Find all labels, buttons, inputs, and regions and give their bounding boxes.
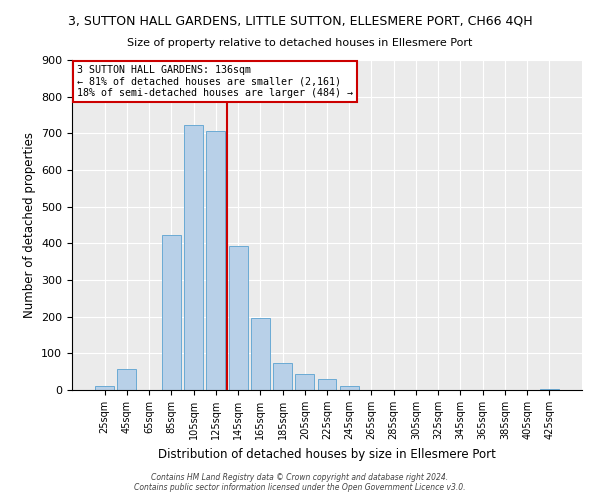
Bar [229, 246, 248, 390]
Bar [118, 368, 136, 390]
Text: 3 SUTTON HALL GARDENS: 136sqm
← 81% of detached houses are smaller (2,161)
18% o: 3 SUTTON HALL GARDENS: 136sqm ← 81% of d… [77, 65, 353, 98]
Text: Contains HM Land Registry data © Crown copyright and database right 2024.
Contai: Contains HM Land Registry data © Crown c… [134, 473, 466, 492]
Bar [273, 362, 292, 390]
Y-axis label: Number of detached properties: Number of detached properties [23, 132, 35, 318]
Bar [340, 386, 359, 390]
Bar [295, 374, 314, 390]
Bar [251, 318, 270, 390]
Bar [317, 380, 337, 390]
Text: Size of property relative to detached houses in Ellesmere Port: Size of property relative to detached ho… [127, 38, 473, 48]
Bar [162, 236, 181, 390]
Bar [206, 131, 225, 390]
Bar [95, 386, 114, 390]
X-axis label: Distribution of detached houses by size in Ellesmere Port: Distribution of detached houses by size … [158, 448, 496, 460]
Bar [540, 389, 559, 390]
Text: 3, SUTTON HALL GARDENS, LITTLE SUTTON, ELLESMERE PORT, CH66 4QH: 3, SUTTON HALL GARDENS, LITTLE SUTTON, E… [68, 15, 532, 28]
Bar [184, 125, 203, 390]
